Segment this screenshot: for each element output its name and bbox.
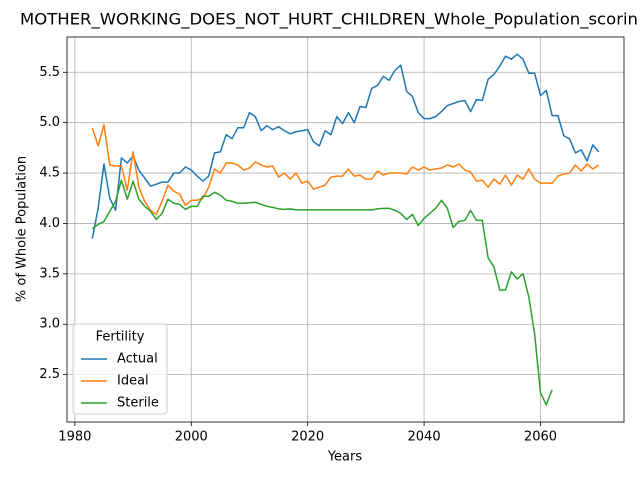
legend-box (72, 323, 168, 415)
plot-frame (66, 36, 625, 423)
x-tick-label: 1980 (58, 430, 91, 445)
y-tick-label: 5.5 (39, 65, 60, 80)
y-tick-label: 3.0 (39, 317, 60, 332)
y-axis-label: % of Whole Population (15, 156, 30, 302)
line-series (91, 123, 600, 216)
line-series (91, 53, 600, 239)
x-tick-label: 2020 (291, 430, 324, 445)
y-tick-label: 4.0 (39, 216, 60, 231)
line-series (91, 179, 553, 406)
y-tick-label: 2.5 (39, 367, 60, 382)
y-tick-label: 5.0 (39, 115, 60, 130)
y-tick-label: 4.5 (39, 166, 60, 181)
x-axis-label: Years (327, 450, 363, 465)
x-tick-label: 2040 (408, 430, 441, 445)
legend-title: Fertility (96, 330, 145, 345)
y-tick-label: 3.5 (39, 266, 60, 281)
chart-title: MOTHER_WORKING_DOES_NOT_HURT_CHILDREN_Wh… (20, 10, 638, 30)
legend-label: Sterile (117, 396, 159, 411)
legend-label: Ideal (117, 374, 149, 389)
legend-label: Actual (117, 352, 158, 367)
x-tick-label: 2060 (524, 430, 557, 445)
x-tick-label: 2000 (175, 430, 208, 445)
